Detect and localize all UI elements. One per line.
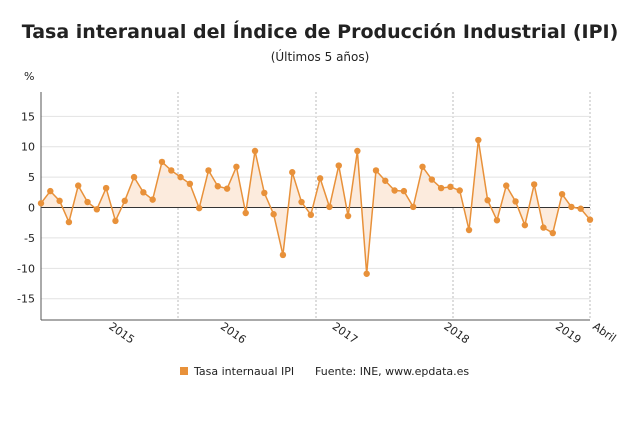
point: [279, 251, 287, 259]
point: [289, 169, 296, 176]
point: [298, 198, 305, 206]
point: [130, 173, 138, 181]
point: [521, 221, 529, 229]
point: [56, 197, 63, 205]
point: [586, 216, 594, 223]
chart-subtitle: (Últimos 5 años): [271, 49, 370, 64]
y-tick-label: 5: [28, 171, 35, 184]
point: [233, 163, 240, 170]
point: [391, 187, 398, 194]
point: [344, 212, 352, 220]
point: [419, 163, 426, 170]
point: [307, 211, 315, 219]
y-axis-label: %: [24, 70, 34, 83]
point: [47, 187, 54, 195]
point: [186, 180, 194, 188]
point: [354, 147, 361, 155]
point: [177, 173, 184, 181]
point: [75, 182, 82, 189]
point: [140, 189, 147, 196]
chart-title: Tasa interanual del Índice de Producción…: [22, 20, 619, 43]
point: [158, 158, 166, 166]
point: [112, 217, 119, 225]
point: [149, 196, 156, 203]
y-tick-label: -5: [24, 232, 35, 245]
point: [316, 175, 324, 182]
point: [363, 270, 370, 277]
point: [475, 136, 482, 144]
point: [37, 200, 45, 207]
point: [65, 218, 73, 226]
point: [558, 190, 566, 198]
point: [568, 203, 575, 211]
source: Fuente: INE, www.epdata.es: [315, 365, 469, 378]
point: [93, 206, 101, 213]
point: [540, 224, 547, 231]
y-tick-label: -15: [17, 293, 35, 306]
point: [400, 187, 408, 195]
point: [223, 185, 231, 192]
legend-swatch: [180, 367, 188, 375]
line: [40, 139, 591, 274]
x-tick-label: 2019: [553, 320, 583, 347]
point: [168, 167, 175, 174]
point: [335, 162, 342, 169]
point: [84, 198, 91, 206]
point: [326, 203, 333, 211]
point: [428, 176, 436, 183]
point: [456, 187, 463, 194]
point: [242, 209, 249, 217]
point: [484, 197, 491, 204]
x-tick-label: 2015: [106, 320, 136, 347]
point: [410, 203, 417, 211]
point: [577, 205, 584, 212]
x-tick-label: 2016: [218, 320, 248, 347]
point: [261, 189, 268, 197]
y-tick-label: -10: [17, 262, 35, 275]
y-tick-label: 0: [28, 202, 35, 215]
point: [102, 184, 110, 192]
point: [270, 211, 277, 218]
point: [437, 184, 445, 192]
x-tick-label: Abril: [590, 320, 618, 345]
point: [447, 183, 454, 191]
point: [503, 182, 510, 189]
point: [121, 197, 128, 205]
x-tick-label: 2018: [441, 320, 471, 347]
y-tick-label: 10: [21, 141, 35, 154]
point: [251, 147, 259, 155]
point: [465, 226, 473, 234]
y-tick-label: 15: [21, 110, 35, 123]
legend-label: Tasa internaual IPI: [193, 365, 294, 378]
point: [382, 177, 389, 184]
area: [41, 140, 590, 274]
point: [530, 181, 538, 188]
x-tick-label: 2017: [330, 320, 360, 347]
point: [214, 183, 221, 190]
point: [493, 217, 501, 224]
point: [549, 229, 556, 237]
point: [372, 167, 380, 174]
point: [195, 204, 203, 212]
point: [205, 167, 212, 174]
point: [512, 198, 519, 205]
